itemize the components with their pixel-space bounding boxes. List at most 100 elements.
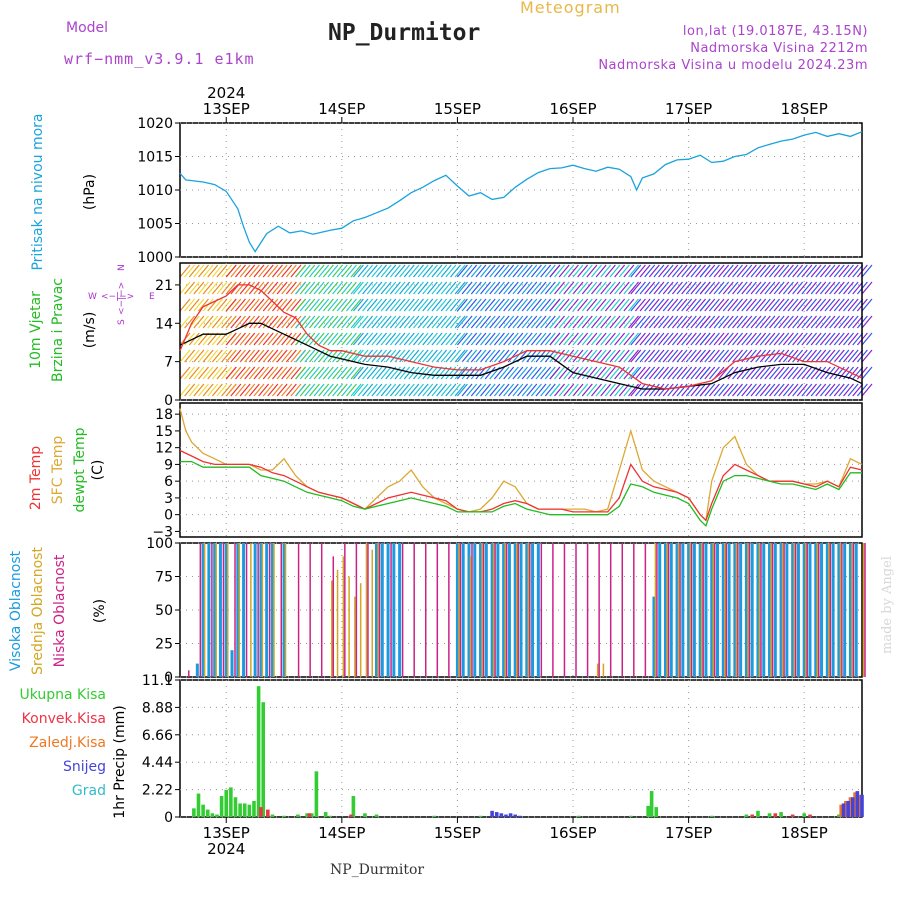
wind-barb	[431, 383, 443, 397]
wind-barb	[639, 264, 651, 278]
wind-barb	[708, 332, 720, 346]
wind-barb	[755, 298, 767, 312]
wind-barb	[572, 349, 584, 363]
wind-barb	[549, 298, 561, 312]
wind-barb	[530, 281, 542, 295]
y-tick-label: 1020	[137, 116, 173, 132]
wind-barb	[475, 332, 487, 346]
wind-barb	[366, 366, 378, 380]
wind-barb	[267, 315, 279, 329]
wind-barb	[554, 383, 565, 397]
wind-barb	[207, 383, 219, 397]
wind-barb	[829, 366, 841, 380]
wind-barb	[304, 315, 316, 329]
wind-barb	[581, 349, 593, 363]
wind-barb	[861, 332, 873, 346]
wind-barb	[309, 281, 320, 295]
wind-barb	[285, 298, 297, 312]
wind-barb	[276, 383, 288, 397]
precip-bar	[192, 808, 196, 817]
wind-barb	[792, 281, 804, 295]
wind-barb	[623, 332, 635, 346]
wind-barb	[281, 349, 293, 363]
wind-barb	[313, 332, 325, 346]
wind-barb	[852, 383, 864, 397]
y-tick-label: 15	[155, 424, 173, 440]
wind-barb	[708, 315, 720, 329]
wind-barb	[461, 383, 473, 397]
wind-barb	[732, 298, 743, 312]
wind-barb	[285, 281, 297, 295]
wind-barb	[554, 332, 565, 346]
wind-barb	[466, 315, 478, 329]
wind-barb	[517, 332, 528, 346]
wind-barb	[466, 281, 478, 295]
wind-barb	[648, 349, 660, 363]
wind-barb	[262, 349, 274, 363]
wind-barb	[380, 264, 392, 278]
wind-barb	[389, 332, 401, 346]
precip-bar	[790, 814, 795, 817]
wind-barb	[403, 366, 415, 380]
wind-barb	[193, 383, 205, 397]
wind-barb	[512, 366, 524, 380]
wind-barb	[475, 264, 487, 278]
wind-barb	[801, 383, 813, 397]
wind-barb	[295, 298, 307, 312]
wind-barb	[493, 383, 505, 397]
wind-barb	[759, 298, 771, 312]
wind-barb	[276, 281, 288, 295]
wind-barb	[604, 349, 616, 363]
wind-barb	[806, 264, 817, 278]
wind-barb	[764, 349, 776, 363]
x-tick-label-bottom: 13SEP	[203, 824, 250, 842]
precip-bar	[490, 810, 494, 817]
x-tick-label-bottom: 15SEP	[434, 824, 481, 842]
wind-barb	[272, 332, 283, 346]
wind-barb	[507, 349, 519, 363]
y-tick-label: 7	[164, 355, 173, 371]
wind-barb	[764, 298, 776, 312]
wind-barb	[341, 281, 353, 295]
series-line	[179, 131, 863, 253]
wind-barb	[188, 349, 200, 363]
wind-barb	[782, 281, 794, 295]
wind-barb	[648, 332, 660, 346]
wind-barb	[230, 298, 242, 312]
precip-bar	[844, 800, 848, 817]
wind-barb	[466, 264, 478, 278]
y-tick-label: 75	[155, 570, 173, 586]
wind-barb	[727, 349, 739, 363]
wind-barb	[248, 315, 260, 329]
precip-bar	[233, 797, 238, 817]
wind-barb	[535, 383, 547, 397]
wind-barb	[244, 366, 256, 380]
wind-barb	[810, 281, 822, 295]
wind-barb	[216, 349, 228, 363]
wind-barb	[595, 349, 607, 363]
wind-barb	[722, 383, 734, 397]
wind-barb	[445, 264, 457, 278]
wind-barb	[676, 383, 688, 397]
wind-barb	[480, 383, 492, 397]
precip-bar	[808, 814, 812, 817]
wind-barb	[787, 281, 799, 295]
wind-barb	[399, 332, 411, 346]
wind-barb	[595, 332, 607, 346]
wind-barb	[341, 315, 353, 329]
wind-barb	[188, 383, 200, 397]
wind-barb	[352, 264, 364, 278]
wind-barb	[681, 332, 693, 346]
wind-barb	[512, 315, 524, 329]
wind-barb	[852, 315, 864, 329]
wind-barb	[244, 298, 256, 312]
wind-barb	[526, 315, 538, 329]
wind-barb	[484, 349, 496, 363]
wind-barb	[769, 349, 780, 363]
wind-barb	[225, 315, 237, 329]
wind-barb	[480, 315, 492, 329]
wind-barb	[796, 298, 808, 312]
wind-barb	[394, 366, 406, 380]
wind-barb	[540, 298, 552, 312]
wind-barb	[727, 315, 739, 329]
